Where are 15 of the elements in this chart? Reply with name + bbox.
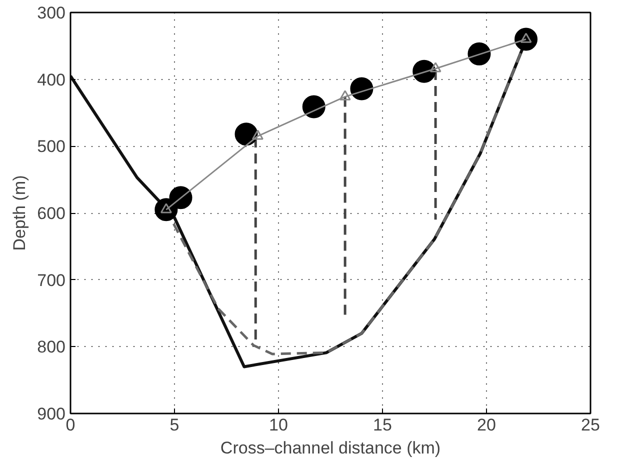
x-axis-title: Cross–channel distance (km) [220,438,441,458]
y-tick-label: 800 [37,338,66,357]
y-tick-label: 500 [37,137,66,156]
y-tick-label: 700 [37,270,66,290]
x-tick-label: 15 [373,416,392,434]
y-tick-label: 600 [37,204,66,223]
x-tick-label: 20 [477,416,496,434]
y-tick-label: 900 [37,404,66,424]
y-tick-label: 400 [37,70,66,90]
x-tick-label: 5 [170,416,180,434]
y-axis-title: Depth (m) [10,175,30,251]
x-tick-label: 10 [269,416,288,434]
x-tick-label: 25 [581,416,600,434]
x-tick-label: 0 [66,416,76,434]
y-tick-label: 300 [37,4,66,22]
